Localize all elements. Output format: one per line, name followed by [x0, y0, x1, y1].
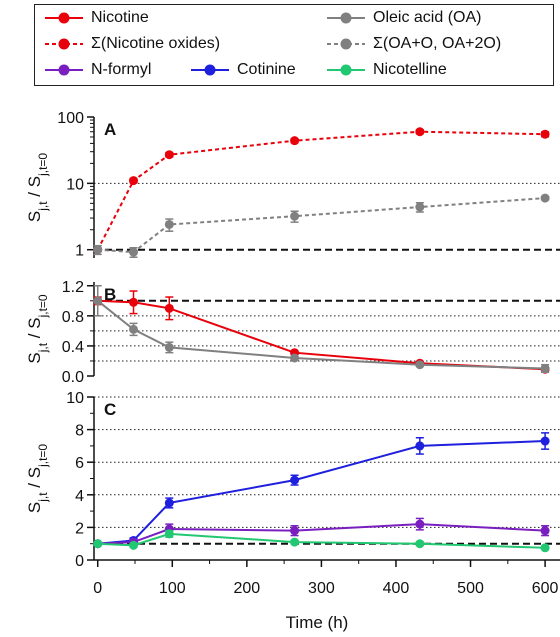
series-line	[97, 523, 546, 545]
panel-B: 0.0 0.4 0.8 1.2 Sj,t / Sj,t=0 B	[25, 279, 560, 386]
data-point	[540, 363, 550, 373]
y-tick-label: 10	[66, 390, 84, 407]
panel-A: 1 10 100 Sj,t / Sj,t=0 A	[25, 110, 560, 260]
series-nicotelline	[93, 529, 550, 553]
y-axis-label: Sj,t / Sj,t=0	[25, 294, 50, 364]
series-line	[97, 299, 546, 371]
legend-label-nicotelline: Nicotelline	[373, 61, 447, 78]
data-point	[93, 296, 103, 306]
data-point	[290, 475, 300, 485]
x-tick-label: 400	[383, 580, 410, 597]
legend-label-cotinine: Cotinine	[237, 61, 296, 78]
y-tick-label: 2	[75, 520, 84, 537]
series-line	[97, 197, 546, 254]
legend-label-nicotine: Nicotine	[91, 9, 149, 26]
y-tick-label: 1	[75, 243, 84, 260]
panel-label-B: B	[104, 285, 116, 304]
series-line	[96, 130, 546, 251]
legend: Nicotine Σ(Nicotine oxides) N-formyl Cot…	[34, 4, 554, 86]
series-oleic-acid-oa-	[93, 285, 550, 373]
legend-item-nicotelline: Nicotelline	[325, 61, 447, 79]
y-tick-label: 6	[75, 455, 84, 472]
x-axis-label: Time (h)	[286, 613, 349, 632]
y-tick-label: 0.0	[62, 369, 84, 386]
data-point	[93, 245, 103, 255]
data-point	[164, 529, 174, 539]
data-point	[164, 342, 174, 352]
legend-marker-cotinine	[191, 64, 229, 76]
data-point	[540, 193, 550, 203]
y-tick-label: 4	[75, 488, 84, 505]
legend-marker-nicotine-oxides	[45, 38, 83, 50]
y-tick-label: 10	[66, 176, 84, 193]
data-point	[129, 324, 139, 334]
legend-marker-nicotine	[45, 12, 83, 24]
panel-label-A: A	[104, 120, 116, 139]
legend-item-nicotine-oxides: Σ(Nicotine oxides)	[43, 35, 220, 53]
data-point	[164, 498, 174, 508]
x-tick-label: 0	[93, 580, 102, 597]
legend-label-oa: Oleic acid (OA)	[373, 9, 482, 26]
legend-item-nicotine: Nicotine	[43, 9, 149, 27]
data-point	[164, 303, 174, 313]
x-tick-label: 500	[457, 580, 484, 597]
series--nicotine-oxides-	[93, 127, 550, 255]
data-point	[415, 360, 425, 370]
x-tick-label: 300	[308, 580, 335, 597]
legend-label-nicotine-oxides: Σ(Nicotine oxides)	[91, 35, 221, 52]
panel-C: 0 2 4 6 8 10 Sj,t / Sj,t=0 C	[25, 390, 560, 570]
data-point	[415, 127, 425, 137]
data-point	[290, 136, 300, 146]
data-point	[415, 539, 425, 549]
legend-item-cotinine: Cotinine	[189, 61, 296, 79]
series-n-formyl	[93, 517, 550, 549]
legend-item-nformyl: N-formyl	[43, 61, 151, 79]
y-tick-label: 0.8	[62, 309, 84, 326]
legend-item-oa: Oleic acid (OA)	[325, 9, 481, 27]
data-point	[290, 211, 300, 221]
data-point	[164, 219, 174, 229]
data-point	[93, 539, 103, 549]
legend-label-oa-oxides: Σ(OA+O, OA+2O)	[373, 35, 502, 52]
data-point	[540, 436, 550, 446]
y-tick-label: 0.4	[62, 339, 84, 356]
data-point	[290, 537, 300, 547]
data-point	[540, 543, 550, 553]
y-axis-label: Sj,t / Sj,t=0	[25, 444, 50, 514]
series-line	[97, 440, 546, 545]
data-point	[290, 353, 300, 363]
legend-item-oa-oxides: Σ(OA+O, OA+2O)	[325, 35, 501, 53]
panel-label-C: C	[104, 400, 116, 419]
data-point	[290, 526, 300, 536]
data-point	[129, 540, 139, 550]
data-point	[129, 247, 139, 257]
data-point	[540, 129, 550, 139]
data-point	[415, 202, 425, 212]
data-point	[415, 441, 425, 451]
data-point	[415, 519, 425, 529]
data-point	[540, 526, 550, 536]
x-tick-label: 600	[532, 580, 559, 597]
y-tick-label: 0	[75, 553, 84, 570]
series-line	[97, 300, 546, 370]
y-axis-label: Sj,t / Sj,t=0	[25, 153, 50, 223]
x-tick-label: 100	[159, 580, 186, 597]
legend-marker-oa-oxides	[327, 38, 365, 50]
legend-marker-nformyl	[45, 64, 83, 76]
legend-label-nformyl: N-formyl	[91, 61, 152, 78]
data-point	[129, 176, 139, 186]
series-line	[97, 532, 546, 549]
y-tick-label: 100	[57, 110, 84, 127]
y-tick-label: 1.2	[62, 279, 84, 296]
data-point	[164, 150, 174, 160]
series-nicotine	[93, 290, 550, 374]
y-tick-label: 8	[75, 423, 84, 440]
data-point	[129, 297, 139, 307]
legend-marker-nicotelline	[327, 64, 365, 76]
x-tick-label: 200	[233, 580, 260, 597]
series--oa-o-oa-2o-	[93, 193, 550, 258]
legend-marker-oa	[327, 12, 365, 24]
